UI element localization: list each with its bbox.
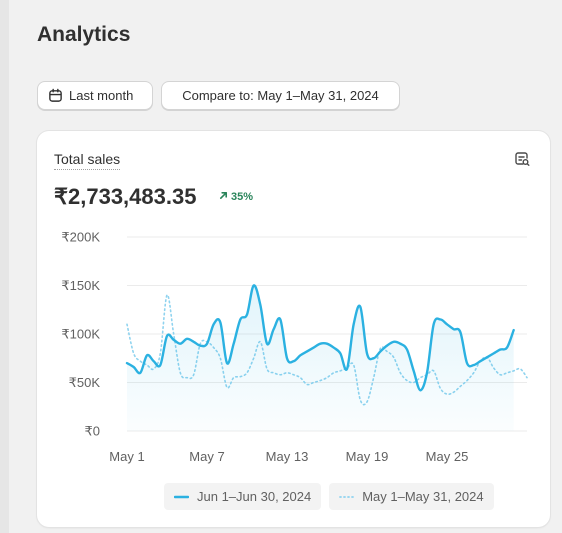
- metric-value: ₹2,733,483.35: [54, 184, 197, 209]
- page-title: Analytics: [37, 23, 131, 46]
- date-toolbar: Last month Compare to: May 1–May 31, 202…: [37, 81, 400, 110]
- series-area-fill: [127, 285, 514, 431]
- legend-item[interactable]: Jun 1–Jun 30, 2024: [164, 483, 322, 510]
- calendar-icon: [48, 88, 63, 103]
- date-range-button[interactable]: Last month: [37, 81, 153, 110]
- metric-title[interactable]: Total sales: [54, 151, 121, 170]
- y-tick-label: ₹100K: [61, 327, 100, 342]
- y-tick-label: ₹150K: [61, 278, 100, 293]
- legend-label: Jun 1–Jun 30, 2024: [197, 489, 312, 504]
- x-tick-label: May 1: [109, 449, 144, 464]
- total-sales-card: Total sales ₹2,733,483.35 35% ₹200K ₹150K…: [37, 131, 550, 527]
- change-badge: 35%: [219, 191, 253, 203]
- search-chart-icon: [514, 151, 530, 172]
- left-edge-strip: [0, 0, 9, 533]
- series-line-current[interactable]: [125, 284, 515, 392]
- date-range-label: Last month: [69, 88, 134, 103]
- solid-line-swatch-icon: [174, 495, 189, 498]
- dotted-line-swatch-icon: [339, 495, 355, 498]
- sales-line-chart: ₹200K ₹150K ₹100K ₹50K ₹0 May 1 May 7 May 13 May…: [61, 230, 528, 464]
- y-tick-label: ₹200K: [61, 230, 100, 245]
- arrow-up-right-icon: [219, 191, 228, 203]
- x-tick-label: May 19: [346, 449, 389, 464]
- explore-report-button[interactable]: [512, 151, 532, 171]
- x-tick-label: May 7: [189, 449, 224, 464]
- change-percent: 35%: [231, 191, 254, 203]
- x-tick-label: May 25: [426, 449, 469, 464]
- compare-to-label: Compare to: May 1–May 31, 2024: [182, 88, 379, 103]
- y-tick-label: ₹50K: [69, 375, 101, 390]
- compare-to-button[interactable]: Compare to: May 1–May 31, 2024: [161, 81, 400, 110]
- y-tick-label: ₹0: [84, 424, 100, 439]
- chart-legend: Jun 1–Jun 30, 2024 May 1–May 31, 2024: [164, 483, 494, 510]
- legend-label: May 1–May 31, 2024: [362, 489, 484, 504]
- legend-item[interactable]: May 1–May 31, 2024: [329, 483, 494, 510]
- x-tick-label: May 13: [266, 449, 309, 464]
